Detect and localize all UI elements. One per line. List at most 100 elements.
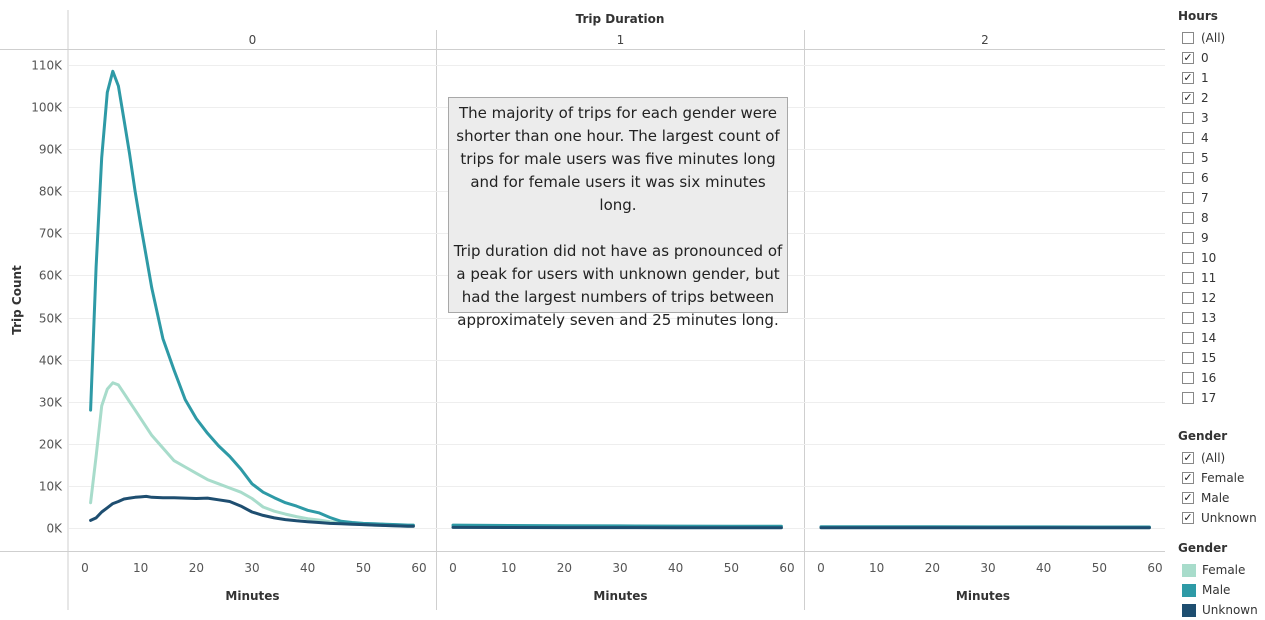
hours-filter-item[interactable]: (All) (1182, 28, 1265, 48)
gender-filter-item[interactable]: ✓Female (1182, 468, 1265, 488)
series-line-male[interactable] (91, 71, 414, 525)
checkbox-empty-icon[interactable] (1182, 272, 1194, 284)
panel-header: 0 (249, 33, 257, 47)
gender-filter-item[interactable]: ✓Unknown (1182, 508, 1265, 528)
y-tick-label: 80K (39, 185, 63, 199)
checkbox-checked-icon[interactable]: ✓ (1182, 452, 1194, 464)
checkbox-checked-icon[interactable]: ✓ (1182, 472, 1194, 484)
x-tick-label: 40 (1036, 561, 1051, 575)
panel-header: 1 (617, 33, 625, 47)
x-axis-label: Minutes (956, 589, 1010, 603)
hours-filter-item[interactable]: 6 (1182, 168, 1265, 188)
checkbox-empty-icon[interactable] (1182, 392, 1194, 404)
hours-filter-item-label: 10 (1201, 251, 1216, 265)
checkbox-empty-icon[interactable] (1182, 32, 1194, 44)
legend-title: Gender (1178, 540, 1265, 556)
x-tick-label: 30 (612, 561, 627, 575)
x-tick-label: 0 (817, 561, 825, 575)
y-tick-label: 70K (39, 227, 63, 241)
checkbox-checked-icon[interactable]: ✓ (1182, 92, 1194, 104)
hours-filter-item[interactable]: ✓1 (1182, 68, 1265, 88)
legend-swatch (1182, 584, 1196, 597)
hours-filter-item[interactable]: ✓2 (1182, 88, 1265, 108)
checkbox-empty-icon[interactable] (1182, 292, 1194, 304)
checkbox-empty-icon[interactable] (1182, 192, 1194, 204)
checkbox-empty-icon[interactable] (1182, 332, 1194, 344)
panel-header: 2 (981, 33, 989, 47)
x-tick-label: 30 (980, 561, 995, 575)
hours-filter-item[interactable]: 14 (1182, 328, 1265, 348)
checkbox-empty-icon[interactable] (1182, 312, 1194, 324)
x-tick-label: 60 (1147, 561, 1162, 575)
checkbox-empty-icon[interactable] (1182, 212, 1194, 224)
checkbox-empty-icon[interactable] (1182, 172, 1194, 184)
checkbox-empty-icon[interactable] (1182, 112, 1194, 124)
hours-filter-item[interactable]: 3 (1182, 108, 1265, 128)
hours-filter-item-label: 11 (1201, 271, 1216, 285)
x-tick-label: 10 (133, 561, 148, 575)
x-tick-label: 10 (869, 561, 884, 575)
hours-filter-item-label: 0 (1201, 51, 1209, 65)
gender-filter-item-label: Male (1201, 491, 1229, 505)
legend-item[interactable]: Male (1182, 580, 1265, 600)
hours-filter-item-label: 6 (1201, 171, 1209, 185)
y-tick-label: 30K (39, 396, 63, 410)
hours-filter-item[interactable]: 12 (1182, 288, 1265, 308)
hours-filter-item[interactable]: 8 (1182, 208, 1265, 228)
x-axis-label: Minutes (593, 589, 647, 603)
hours-filter-item[interactable]: ✓0 (1182, 48, 1265, 68)
checkbox-empty-icon[interactable] (1182, 132, 1194, 144)
hours-filter-item[interactable]: 7 (1182, 188, 1265, 208)
x-tick-label: 20 (557, 561, 572, 575)
x-tick-label: 40 (300, 561, 315, 575)
checkbox-empty-icon[interactable] (1182, 372, 1194, 384)
hours-filter-item[interactable]: 10 (1182, 248, 1265, 268)
checkbox-checked-icon[interactable]: ✓ (1182, 52, 1194, 64)
x-tick-label: 60 (779, 561, 794, 575)
hours-filter-item-label: 5 (1201, 151, 1209, 165)
checkbox-empty-icon[interactable] (1182, 252, 1194, 264)
checkbox-empty-icon[interactable] (1182, 352, 1194, 364)
hours-filter-item-label: 16 (1201, 371, 1216, 385)
checkbox-checked-icon[interactable]: ✓ (1182, 72, 1194, 84)
hours-filter-item[interactable]: 9 (1182, 228, 1265, 248)
checkbox-empty-icon[interactable] (1182, 232, 1194, 244)
series-line-unknown[interactable] (91, 496, 414, 526)
x-tick-label: 40 (668, 561, 683, 575)
checkbox-checked-icon[interactable]: ✓ (1182, 512, 1194, 524)
hours-filter-item-label: 13 (1201, 311, 1216, 325)
hours-filter-item[interactable]: 4 (1182, 128, 1265, 148)
gender-filter-item[interactable]: ✓(All) (1182, 448, 1265, 468)
hours-filter-item-label: 17 (1201, 391, 1216, 405)
gender-filter: Gender ✓(All)✓Female✓Male✓Unknown (1170, 428, 1265, 528)
x-tick-label: 50 (1092, 561, 1107, 575)
hours-filter-item[interactable]: 15 (1182, 348, 1265, 368)
y-tick-label: 100K (31, 101, 63, 115)
hours-filter-item[interactable]: 13 (1182, 308, 1265, 328)
hours-filter-item[interactable]: 16 (1182, 368, 1265, 388)
y-tick-label: 110K (31, 59, 63, 73)
checkbox-empty-icon[interactable] (1182, 152, 1194, 164)
hours-filter-title: Hours (1178, 8, 1265, 24)
gender-filter-item[interactable]: ✓ Male (1182, 488, 1265, 508)
hours-filter-item-label: (All) (1201, 31, 1225, 45)
hours-filter-item-label: 12 (1201, 291, 1216, 305)
legend-item[interactable]: Female (1182, 560, 1265, 580)
x-tick-label: 0 (449, 561, 457, 575)
hours-filter-item[interactable]: 11 (1182, 268, 1265, 288)
hours-filter-item-label: 1 (1201, 71, 1209, 85)
series-line-female[interactable] (91, 383, 414, 527)
x-tick-label: 20 (925, 561, 940, 575)
hours-filter-item[interactable]: 5 (1182, 148, 1265, 168)
legend-item[interactable]: Unknown (1182, 600, 1265, 620)
legend-item-label: Unknown (1202, 603, 1258, 617)
annotation-box: The majority of trips for each gender we… (448, 97, 788, 313)
hours-filter-item[interactable]: 17 (1182, 388, 1265, 408)
hours-filter-item-label: 4 (1201, 131, 1209, 145)
checkbox-checked-icon[interactable]: ✓ (1182, 492, 1194, 504)
hours-filter-item-label: 7 (1201, 191, 1209, 205)
x-tick-label: 30 (244, 561, 259, 575)
